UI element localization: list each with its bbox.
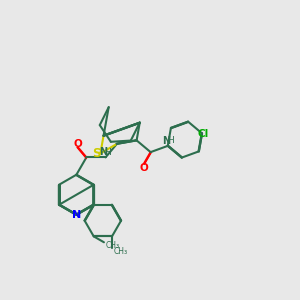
Text: S: S bbox=[92, 147, 100, 160]
Text: H: H bbox=[104, 148, 111, 157]
Text: CH₃: CH₃ bbox=[113, 247, 128, 256]
Text: CH₃: CH₃ bbox=[105, 241, 119, 250]
Text: Cl: Cl bbox=[197, 129, 208, 139]
Text: H: H bbox=[167, 136, 174, 145]
Text: O: O bbox=[140, 163, 148, 173]
Text: O: O bbox=[74, 139, 82, 149]
Text: N: N bbox=[162, 136, 170, 146]
Text: N: N bbox=[72, 210, 82, 220]
Text: N: N bbox=[99, 147, 107, 157]
